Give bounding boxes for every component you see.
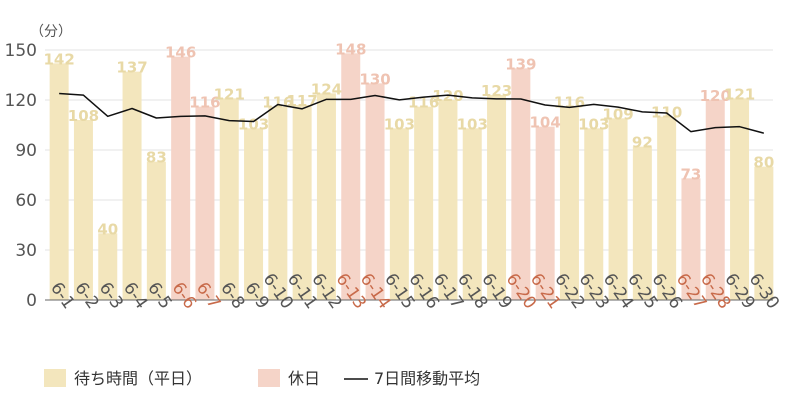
- data-label: 109: [602, 105, 633, 123]
- bar: [292, 105, 312, 300]
- y-tick-label: 120: [5, 91, 37, 111]
- bar: [632, 146, 652, 300]
- bar: [171, 56, 191, 300]
- y-axis-unit: （分）: [30, 24, 72, 40]
- bar: [268, 106, 288, 301]
- data-label: 116: [262, 94, 293, 112]
- y-axis-ticks: 0 30 60 90 120 150: [5, 41, 37, 311]
- legend: 待ち時間（平日） 休日 7日間移動平均: [44, 369, 480, 388]
- x-axis-ticks: 6-16-26-36-46-56-66-76-86-96-106-116-126…: [46, 270, 783, 313]
- data-label: 103: [238, 115, 269, 133]
- legend-label-weekday: 待ち時間（平日）: [74, 369, 202, 388]
- legend-label-moving-average: 7日間移動平均: [374, 369, 480, 388]
- y-tick-label: 150: [5, 41, 37, 61]
- data-label: 103: [578, 115, 609, 133]
- data-label: 73: [681, 165, 702, 183]
- bar: [438, 100, 458, 300]
- y-tick-label: 30: [15, 241, 37, 261]
- data-label: 120: [700, 87, 731, 105]
- bar: [365, 83, 385, 300]
- legend-swatch-weekday: [44, 369, 66, 387]
- moving-average-line: [59, 92, 765, 134]
- data-label: 116: [189, 94, 220, 112]
- data-label: 92: [632, 134, 653, 152]
- bar: [487, 95, 507, 300]
- bar: [98, 233, 118, 300]
- bars: [49, 53, 774, 301]
- data-labels: 1421084013783146116121103116117124148130…: [43, 40, 774, 238]
- bar: [681, 178, 701, 300]
- data-label: 103: [457, 115, 488, 133]
- data-label: 80: [753, 154, 774, 172]
- data-label: 130: [359, 70, 390, 88]
- data-label: 148: [335, 40, 366, 58]
- bar: [146, 161, 166, 300]
- bar: [73, 120, 93, 300]
- data-label: 83: [146, 149, 167, 167]
- data-label: 104: [529, 114, 560, 132]
- bar: [341, 53, 361, 301]
- data-label: 124: [311, 80, 342, 98]
- data-label: 121: [724, 85, 755, 103]
- y-tick-label: 90: [15, 141, 37, 161]
- bar: [705, 100, 725, 300]
- data-label: 116: [554, 94, 585, 112]
- bar: [244, 128, 264, 300]
- data-label: 139: [505, 55, 536, 73]
- bar: [414, 106, 434, 301]
- data-label: 120: [432, 87, 463, 105]
- bar: [195, 106, 215, 301]
- moving-average-line-group: [59, 92, 765, 134]
- bar: [608, 118, 628, 300]
- bar: [754, 166, 774, 300]
- data-label: 40: [97, 220, 118, 238]
- bar: [657, 116, 677, 301]
- bar: [730, 98, 750, 300]
- data-label: 121: [214, 85, 245, 103]
- bar: [49, 63, 69, 301]
- data-label: 123: [481, 82, 512, 100]
- bar: [462, 128, 482, 300]
- bar: [316, 93, 336, 300]
- bar: [584, 128, 604, 300]
- bar: [535, 126, 555, 301]
- data-label: 103: [384, 115, 415, 133]
- data-label: 137: [116, 59, 147, 77]
- y-tick-label: 60: [15, 191, 37, 211]
- data-label: 146: [165, 44, 196, 62]
- bar: [389, 128, 409, 300]
- y-tick-label: 0: [26, 291, 37, 311]
- legend-swatch-holiday: [258, 369, 280, 387]
- legend-label-holiday: 休日: [288, 369, 320, 388]
- bar: [122, 71, 142, 301]
- data-label: 142: [43, 50, 74, 68]
- bar: [559, 106, 579, 301]
- bar: [511, 68, 531, 300]
- bar: [219, 98, 239, 300]
- data-label: 108: [68, 107, 99, 125]
